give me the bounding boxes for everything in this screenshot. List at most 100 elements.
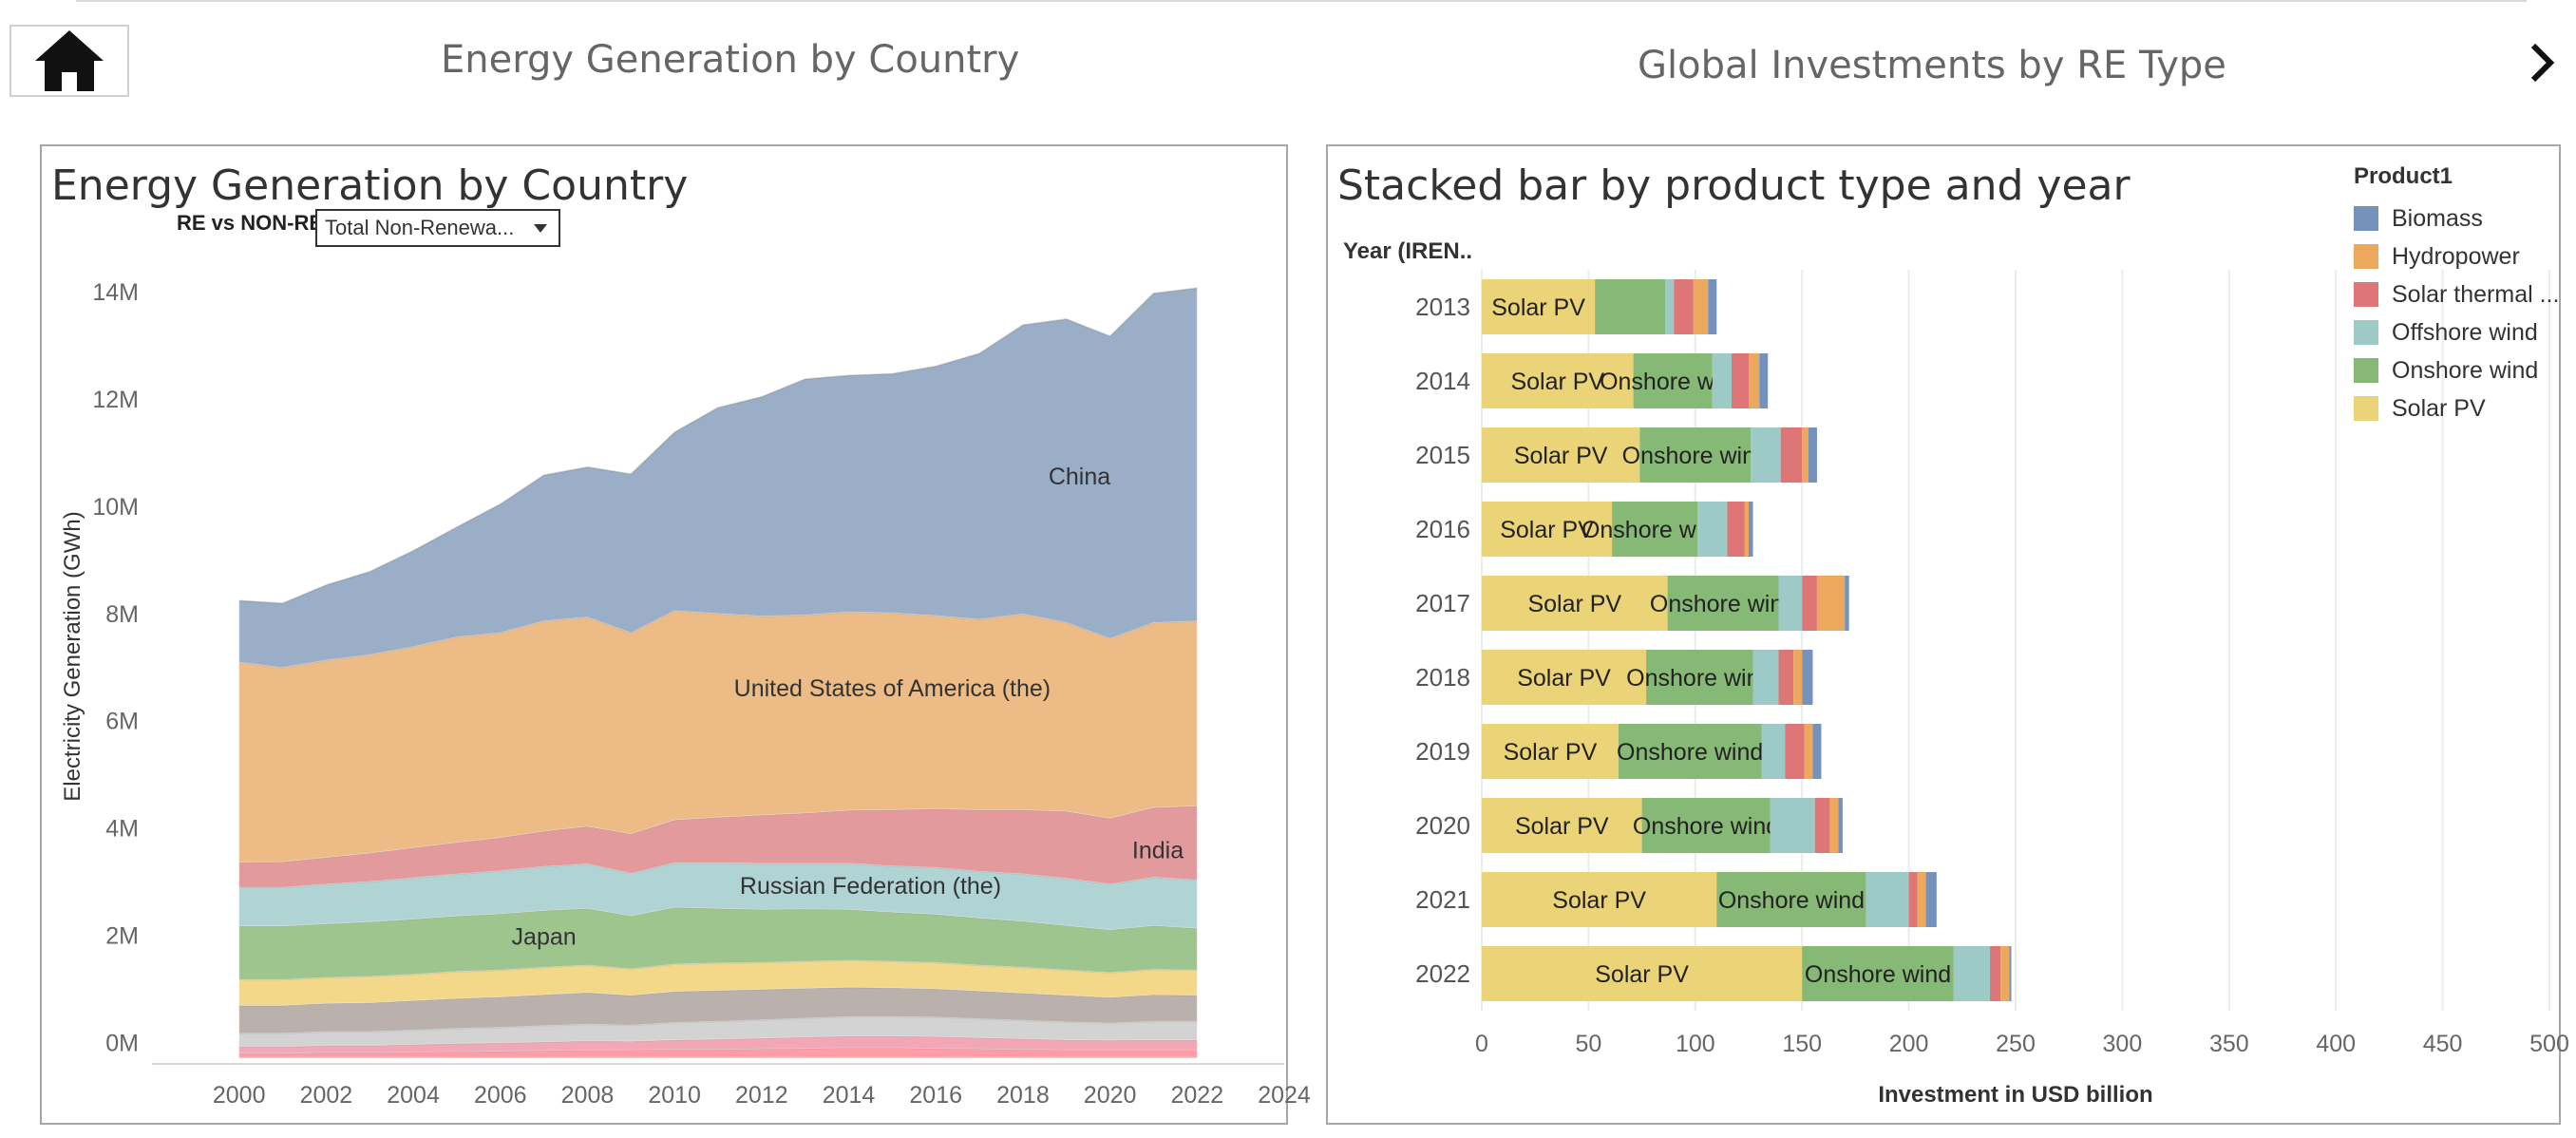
bar-onshore-wind [1595, 279, 1666, 334]
legend-item-solar-thermal[interactable]: Solar thermal ... [2354, 275, 2559, 313]
bar-solar-thermal [1732, 353, 1749, 408]
legend-item-onshore-wind[interactable]: Onshore wind [2354, 351, 2559, 389]
bar-solar-thermal [1802, 576, 1817, 631]
bar-onshore-wind [1802, 946, 1954, 1001]
legend-item-offshore-wind[interactable]: Offshore wind [2354, 313, 2559, 351]
tab-global-investments[interactable]: Global Investments by RE Type [1638, 44, 2226, 87]
legend-swatch [2354, 244, 2378, 269]
x-tick-label: 2012 [735, 1082, 788, 1109]
bar-solar-pv [1482, 872, 1717, 927]
bar-hydropower [1816, 576, 1846, 631]
tab-energy-generation[interactable]: Energy Generation by Country [441, 38, 1020, 82]
x-tick-label: 150 [1782, 1031, 1822, 1057]
area-series-10 [238, 1035, 1198, 1054]
legend-item-solar-pv[interactable]: Solar PV [2354, 389, 2559, 427]
bar-onshore-wind [1641, 798, 1771, 853]
bar-onshore-wind [1667, 576, 1779, 631]
bar-solar-pv [1482, 724, 1619, 779]
legend-label: Solar thermal ... [2392, 280, 2560, 308]
area-label: United States of America (the) [734, 675, 1051, 702]
year-label: 2013 [1415, 293, 1470, 321]
bar-hydropower [1804, 724, 1813, 779]
bar-onshore-wind [1646, 650, 1753, 705]
home-icon [35, 30, 104, 91]
product-legend: Product1 Biomass Hydropower Solar therma… [2354, 163, 2559, 427]
bar-offshore-wind [1665, 279, 1675, 334]
legend-swatch [2354, 358, 2378, 383]
bar-offshore-wind [1751, 427, 1781, 483]
bar-label: Onshore wind [1626, 665, 1772, 692]
bar-solar-thermal [1778, 650, 1794, 705]
x-tick-label: 2010 [648, 1082, 701, 1109]
area-chart: 0M 2M 4M 6M 8M 10M 12M 14M 2000 2002 2004 2006 2008 2… [60, 279, 1311, 1109]
bar-label: Solar PV [1504, 739, 1598, 766]
bar-hydropower [1793, 650, 1803, 705]
legend-swatch [2354, 282, 2378, 307]
x-tick-label: 350 [2209, 1031, 2249, 1057]
legend-label: Hydropower [2392, 242, 2520, 270]
area-series-8 [238, 986, 1198, 1034]
x-axis-label: Investment in USD billion [1878, 1082, 2152, 1108]
bar-label: Solar PV [1527, 591, 1621, 617]
legend-item-hydropower[interactable]: Hydropower [2354, 237, 2559, 275]
top-divider [76, 0, 2527, 2]
year-label: 2015 [1415, 441, 1470, 469]
x-tick-label: 2008 [561, 1082, 615, 1109]
bar-offshore-wind [1770, 798, 1815, 853]
area-japan [238, 906, 1198, 980]
year-label: 2018 [1415, 663, 1470, 692]
panel-title-energy: Energy Generation by Country [51, 161, 689, 210]
x-tick-label: 200 [1889, 1031, 1929, 1057]
bar-offshore-wind [1778, 576, 1803, 631]
next-button[interactable] [2523, 38, 2561, 87]
bar-hydropower [1802, 427, 1809, 483]
re-filter-value: Total Non-Renewa... [325, 216, 515, 239]
legend-item-biomass[interactable]: Biomass [2354, 199, 2559, 237]
bar-solar-thermal [1780, 427, 1803, 483]
x-tick-label: 2020 [1084, 1082, 1137, 1109]
bar-solar-thermal [1674, 279, 1694, 334]
x-tick-label: 50 [1575, 1031, 1601, 1057]
bar-offshore-wind [1712, 353, 1733, 408]
y-tick-label: 10M [92, 494, 139, 521]
x-tick-label: 2018 [996, 1082, 1050, 1109]
bar-label: Onshore wind [1650, 591, 1796, 617]
bar-label: Solar PV [1552, 887, 1646, 914]
bar-label: Solar PV [1517, 665, 1611, 692]
bar-onshore-wind [1633, 353, 1713, 408]
area-china [238, 287, 1198, 669]
bar-hydropower [1744, 502, 1749, 557]
bar-label: Solar PV [1500, 517, 1594, 543]
year-label: 2014 [1415, 367, 1470, 395]
bar-solar-pv [1482, 502, 1613, 557]
bar-onshore-wind [1716, 872, 1866, 927]
x-tick-label: 500 [2529, 1031, 2569, 1057]
home-button[interactable] [9, 25, 129, 97]
re-filter-label: RE vs NON-RE [177, 211, 324, 235]
x-tick-label: 0 [1475, 1031, 1488, 1057]
bar-label: Onshore wind [1622, 443, 1769, 469]
bar-label: Solar PV [1491, 294, 1585, 321]
bar-biomass [2009, 946, 2012, 1001]
y-tick-label: 8M [105, 601, 139, 628]
bar-solar-pv [1482, 353, 1634, 408]
bar-onshore-wind [1612, 502, 1698, 557]
y-tick-label: 14M [92, 279, 139, 306]
bar-biomass [1759, 353, 1769, 408]
bar-offshore-wind [1697, 502, 1728, 557]
bar-label: Solar PV [1515, 813, 1609, 840]
legend-title: Product1 [2354, 163, 2453, 189]
x-tick-label: 450 [2423, 1031, 2463, 1057]
y-tick-label: 12M [92, 387, 139, 413]
area-edge-china [238, 287, 1198, 604]
bar-solar-thermal [1908, 872, 1918, 927]
legend-label: Offshore wind [2392, 318, 2538, 346]
re-filter-select[interactable]: Total Non-Renewa... [315, 209, 560, 247]
panel-title-investments: Stacked bar by product type and year [1337, 161, 2131, 210]
bar-biomass [1812, 724, 1822, 779]
bar-solar-thermal [1727, 502, 1745, 557]
bar-solar-thermal [1814, 798, 1830, 853]
bar-label: Solar PV [1514, 443, 1608, 469]
bar-label: Onshore wind [1633, 813, 1779, 840]
bar-solar-pv [1482, 650, 1647, 705]
